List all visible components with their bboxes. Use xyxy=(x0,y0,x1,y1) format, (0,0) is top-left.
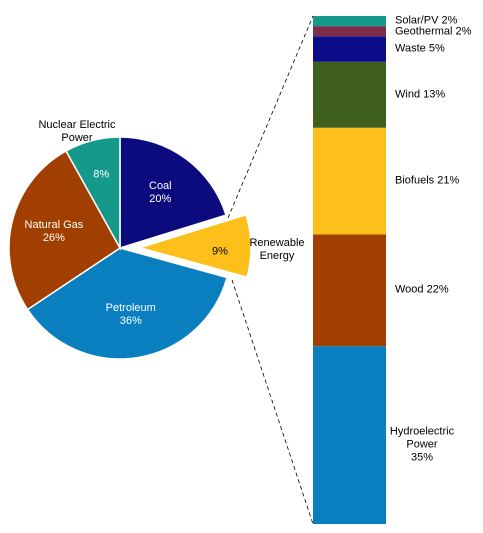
label-part: Renewable Energy xyxy=(249,237,305,262)
slice-label: Petroleum 36% xyxy=(106,302,156,328)
bar-segment xyxy=(313,234,386,347)
bar-segment xyxy=(313,16,386,27)
label-part: 35% xyxy=(410,451,434,464)
label-part: 36% xyxy=(119,315,142,328)
pie-slice xyxy=(26,247,228,360)
bar-segment xyxy=(313,61,386,128)
pie-slice xyxy=(137,213,252,279)
label-part: Biofuels xyxy=(395,174,435,187)
slice-name-label: Nuclear Electric Power xyxy=(32,119,122,145)
pie-slice xyxy=(65,136,121,251)
label-part: 26% xyxy=(42,231,65,244)
pie-slice xyxy=(119,136,227,250)
segment-label: Hydroelectric Power 35% xyxy=(380,426,465,465)
pie-slice xyxy=(8,149,121,311)
label-part: Natural Gas xyxy=(24,218,84,231)
label-part: Waste xyxy=(395,42,426,55)
connector xyxy=(231,279,314,525)
label-part: Wind xyxy=(395,88,421,101)
label-part: Wood xyxy=(395,283,424,296)
label-part: Solar/PV xyxy=(395,14,439,27)
label-part: Nuclear Electric Power xyxy=(38,119,116,144)
label-part: 9% xyxy=(212,245,228,258)
label-part: 2% xyxy=(455,25,472,38)
label-part: 2% xyxy=(441,14,458,27)
bar-segment xyxy=(313,26,386,37)
segment-label: Solar/PV 2% xyxy=(395,15,457,28)
segment-label: Wood 22% xyxy=(395,284,449,297)
label-part: 13% xyxy=(423,88,446,101)
segment-label: Geothermal 2% xyxy=(395,26,471,39)
label-part: Coal xyxy=(149,180,172,193)
segment-label: Biofuels 21% xyxy=(395,175,459,188)
label-part: 22% xyxy=(426,283,449,296)
label-part: 5% xyxy=(428,42,445,55)
segment-label: Wind 13% xyxy=(395,88,445,101)
slice-label: Coal 20% xyxy=(149,180,172,206)
label-part: 8% xyxy=(93,168,110,181)
slice-name-label: Renewable Energy xyxy=(232,237,322,263)
label-part: 21% xyxy=(437,174,460,187)
label-part: Hydroelectric Power xyxy=(389,425,455,451)
slice-value-label: 9% xyxy=(212,246,228,259)
label-part: 20% xyxy=(149,193,172,206)
bar-segment xyxy=(313,346,386,524)
label-part: Petroleum xyxy=(105,302,156,315)
connector xyxy=(227,15,314,219)
label-part: Geothermal xyxy=(395,25,453,38)
bar-segment xyxy=(313,127,386,235)
slice-value-label: 8% xyxy=(93,169,109,182)
segment-label: Waste 5% xyxy=(395,43,445,56)
bar-segment xyxy=(313,36,386,62)
slice-label: Natural Gas 26% xyxy=(25,219,84,245)
